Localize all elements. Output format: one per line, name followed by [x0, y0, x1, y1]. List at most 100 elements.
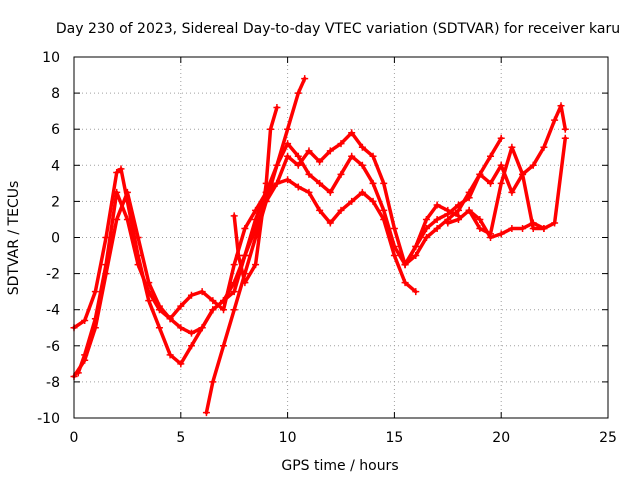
data-point — [252, 261, 260, 269]
data-point — [145, 288, 153, 296]
y-axis-label: SDTVAR / TECUs — [6, 181, 22, 296]
data-point — [145, 297, 153, 305]
data-point — [252, 206, 260, 214]
data-point — [113, 169, 121, 177]
data-point — [273, 179, 281, 187]
data-point — [177, 324, 185, 332]
data-point — [91, 288, 99, 296]
y-tick-label: 2 — [51, 194, 60, 210]
data-point — [74, 369, 82, 377]
series-trace-5 — [230, 104, 281, 287]
data-point — [337, 170, 345, 178]
data-point — [497, 179, 505, 187]
data-point — [465, 206, 473, 214]
data-point — [561, 125, 569, 133]
data-point — [177, 302, 185, 310]
data-point — [401, 279, 409, 287]
data-point — [198, 288, 206, 296]
data-point — [529, 219, 537, 227]
data-point — [209, 297, 217, 305]
data-point — [557, 102, 565, 110]
data-point — [220, 306, 228, 314]
y-tick-label: -10 — [37, 411, 60, 427]
data-point — [422, 224, 430, 232]
series-line-7 — [446, 208, 546, 240]
data-point — [433, 224, 441, 232]
data-point — [113, 188, 121, 196]
series-trace-6 — [401, 102, 569, 269]
data-point — [326, 188, 334, 196]
data-point — [273, 161, 281, 169]
data-point — [230, 288, 238, 296]
data-point — [102, 261, 110, 269]
data-point — [412, 243, 420, 251]
x-axis-ticks: 0 5 10 15 20 25 — [70, 57, 617, 446]
data-point — [230, 261, 238, 269]
y-tick-label: -8 — [46, 375, 60, 391]
data-point — [348, 129, 356, 137]
data-point — [497, 134, 505, 142]
data-point — [476, 224, 484, 232]
data-point — [380, 206, 388, 214]
data-point — [529, 161, 537, 169]
data-point — [134, 261, 142, 269]
data-point — [294, 183, 302, 191]
data-point — [369, 152, 377, 160]
data-point — [497, 230, 505, 238]
x-tick-label: 25 — [599, 430, 617, 446]
data-point — [380, 215, 388, 223]
data-point — [454, 201, 462, 209]
data-point — [390, 224, 398, 232]
y-tick-label: 0 — [51, 231, 60, 247]
data-point — [487, 234, 495, 241]
data-point — [412, 288, 420, 296]
data-point — [348, 152, 356, 160]
data-point — [358, 161, 366, 169]
data-point — [177, 360, 185, 368]
x-tick-label: 20 — [492, 430, 510, 446]
data-point — [433, 215, 441, 223]
grid — [73, 56, 609, 419]
data-point — [444, 210, 452, 218]
data-point — [155, 324, 163, 332]
data-point — [187, 291, 195, 299]
y-tick-label: 6 — [51, 122, 60, 138]
series-trace-4 — [202, 75, 309, 417]
data-point — [262, 179, 270, 187]
data-point — [316, 179, 324, 187]
data-point — [369, 197, 377, 205]
data-point — [337, 206, 345, 214]
data-point — [234, 252, 242, 260]
data-point — [369, 179, 377, 187]
x-tick-label: 5 — [176, 430, 185, 446]
data-point — [519, 170, 527, 178]
y-tick-label: -2 — [46, 267, 60, 283]
data-point — [117, 165, 125, 173]
chart-title: Day 230 of 2023, Sidereal Day-to-day VTE… — [56, 21, 620, 37]
data-point — [252, 215, 260, 223]
data-point — [358, 188, 366, 196]
data-point — [198, 324, 206, 332]
series-line-5 — [403, 103, 568, 267]
x-axis-label: GPS time / hours — [281, 458, 398, 474]
data-point — [284, 125, 292, 133]
data-point — [166, 315, 174, 323]
data-point — [294, 161, 302, 169]
data-point — [508, 224, 516, 232]
data-point — [316, 206, 324, 214]
data-point — [209, 378, 217, 386]
data-point — [433, 201, 441, 209]
data-point — [422, 215, 430, 223]
data-point — [267, 125, 275, 133]
data-point — [81, 317, 89, 325]
data-point — [202, 409, 210, 417]
data-point — [326, 219, 334, 227]
series-trace-8 — [444, 206, 548, 241]
series-trace-3 — [74, 176, 420, 377]
data-point — [316, 158, 324, 166]
data-point — [284, 140, 292, 148]
y-tick-label: 10 — [42, 50, 60, 66]
data-point — [561, 134, 569, 142]
data-point — [273, 104, 281, 112]
